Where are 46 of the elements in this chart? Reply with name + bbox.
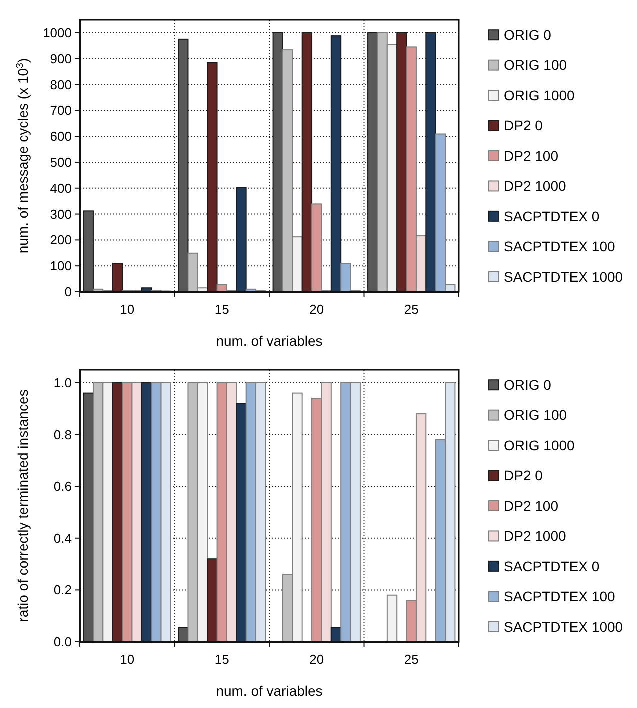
legend-label: DP2 1000 xyxy=(504,528,566,544)
y-tick-label: 0 xyxy=(64,284,72,300)
legend-label: ORIG 1000 xyxy=(504,437,576,454)
y-tick-label: 700 xyxy=(50,103,72,118)
x-tick-label: 10 xyxy=(120,652,135,667)
legend-label: SACPTDTEX 100 xyxy=(504,238,616,255)
x-tick-label: 20 xyxy=(310,652,324,667)
y-tick-label: 300 xyxy=(50,206,72,222)
legend-label: ORIG 0 xyxy=(504,377,552,394)
x-tick-label: 15 xyxy=(214,302,230,317)
x-tick-label: 10 xyxy=(120,302,135,317)
legend-label: ORIG 100 xyxy=(504,57,568,74)
y-tick-label: 500 xyxy=(50,155,72,170)
legend-label: DP2 0 xyxy=(504,468,544,484)
x-axis-title: num. of variables xyxy=(216,333,323,349)
legend-label: SACPTDTEX 0 xyxy=(504,208,600,224)
y-tick-label: 0.8 xyxy=(54,427,72,442)
y-tick-label: 400 xyxy=(50,180,72,196)
y-tick-label: 600 xyxy=(50,129,72,144)
x-tick-label: 25 xyxy=(404,302,419,317)
legend-label: DP2 100 xyxy=(504,148,559,164)
y-tick-label: 0.2 xyxy=(54,582,72,598)
y-axis-title: ratio of correctly terminated instances xyxy=(15,390,31,622)
y-tick-label: 0.4 xyxy=(54,530,72,546)
x-tick-label: 15 xyxy=(214,652,230,667)
y-tick-label: 1.0 xyxy=(54,376,72,390)
legend-label: ORIG 0 xyxy=(504,27,552,44)
legend-label: DP2 0 xyxy=(504,118,544,134)
legend-label: ORIG 1000 xyxy=(504,87,576,104)
legend-label: SACPTDTEX 1000 xyxy=(504,268,624,285)
y-tick-label: 0.0 xyxy=(54,634,72,650)
x-tick-label: 20 xyxy=(310,302,324,317)
legend-label: DP2 100 xyxy=(504,498,559,514)
y-tick-label: 100 xyxy=(50,258,72,274)
y-tick-label: 900 xyxy=(50,51,72,66)
y-tick-label: 200 xyxy=(50,232,72,248)
legend-label: SACPTDTEX 0 xyxy=(504,558,600,574)
legend-label: SACPTDTEX 100 xyxy=(504,588,616,605)
x-tick-label: 25 xyxy=(404,652,419,667)
legend-label: DP2 1000 xyxy=(504,178,566,194)
y-tick-label: 0.6 xyxy=(54,479,72,494)
legend-label: SACPTDTEX 1000 xyxy=(504,618,624,635)
x-axis-title: num. of variables xyxy=(216,683,323,699)
y-tick-label: 1000 xyxy=(43,26,72,40)
legend-label: ORIG 100 xyxy=(504,407,568,424)
y-tick-label: 800 xyxy=(50,77,72,92)
